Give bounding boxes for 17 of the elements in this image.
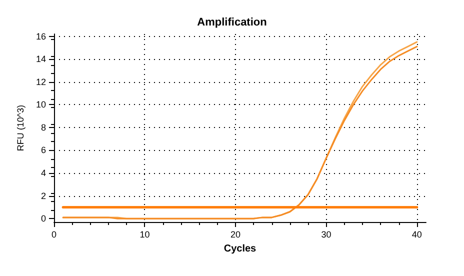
y-tick-label: 14	[36, 54, 46, 64]
y-axis-title: RFU (10^3)	[16, 104, 26, 152]
y-tick-label: 0	[40, 214, 46, 224]
x-axis-title: Cycles	[224, 244, 257, 254]
x-tick-label: 0	[51, 230, 57, 240]
x-tick-label: 30	[321, 230, 332, 240]
y-tick-label: 2	[40, 190, 46, 201]
y-tick-label: 12	[36, 76, 46, 87]
x-tick-label: 20	[230, 230, 240, 240]
x-tick-label: 10	[140, 230, 150, 240]
y-tick-label: 8	[40, 122, 46, 132]
x-tick-label: 40	[412, 230, 422, 240]
chart-title: Amplification	[197, 16, 268, 28]
y-tick-label: 4	[40, 168, 46, 178]
y-tick-label: 10	[36, 100, 46, 110]
y-tick-label: 6	[40, 145, 46, 156]
y-tick-label: 16	[36, 31, 46, 42]
